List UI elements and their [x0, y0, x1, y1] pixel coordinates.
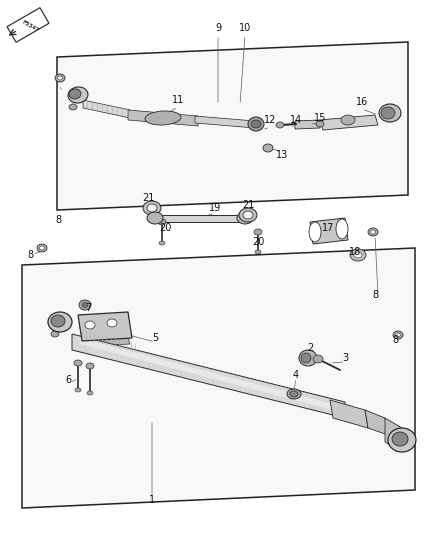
Polygon shape: [155, 215, 245, 222]
Ellipse shape: [243, 211, 253, 219]
Text: 4: 4: [293, 370, 299, 380]
Text: 21: 21: [142, 193, 154, 203]
Ellipse shape: [251, 120, 261, 128]
Ellipse shape: [143, 201, 161, 215]
Polygon shape: [7, 7, 49, 42]
Ellipse shape: [396, 333, 400, 337]
Ellipse shape: [350, 249, 366, 261]
Ellipse shape: [255, 250, 261, 254]
Ellipse shape: [287, 389, 301, 399]
Ellipse shape: [107, 319, 117, 327]
Text: 21: 21: [242, 200, 254, 210]
Ellipse shape: [147, 204, 157, 212]
Text: 2: 2: [307, 343, 313, 353]
Polygon shape: [78, 312, 132, 341]
Text: 15: 15: [314, 113, 326, 123]
Text: 19: 19: [209, 203, 221, 213]
Polygon shape: [195, 116, 255, 128]
Text: 1: 1: [149, 495, 155, 505]
Text: 20: 20: [159, 223, 171, 233]
Text: 3: 3: [342, 353, 348, 363]
Ellipse shape: [87, 391, 93, 395]
Polygon shape: [330, 400, 368, 428]
Text: 7: 7: [85, 303, 91, 313]
Ellipse shape: [309, 222, 321, 242]
Text: 14: 14: [290, 115, 302, 125]
Ellipse shape: [368, 228, 378, 236]
Text: 13: 13: [276, 150, 288, 160]
Ellipse shape: [51, 331, 59, 337]
Text: 9: 9: [215, 23, 221, 33]
Ellipse shape: [239, 208, 257, 222]
Ellipse shape: [254, 229, 262, 235]
Polygon shape: [128, 110, 198, 126]
Ellipse shape: [313, 355, 323, 363]
Text: 5: 5: [152, 333, 158, 343]
Text: 6: 6: [65, 375, 71, 385]
Text: 11: 11: [172, 95, 184, 105]
Polygon shape: [320, 115, 378, 130]
Text: 20: 20: [252, 237, 264, 247]
Ellipse shape: [57, 76, 63, 80]
Polygon shape: [78, 338, 130, 347]
Polygon shape: [295, 120, 320, 129]
Ellipse shape: [86, 363, 94, 369]
Polygon shape: [57, 42, 408, 210]
Ellipse shape: [393, 331, 403, 339]
Polygon shape: [385, 418, 402, 452]
Ellipse shape: [354, 252, 362, 258]
Ellipse shape: [145, 111, 181, 125]
Polygon shape: [22, 248, 415, 508]
Text: 8: 8: [392, 335, 398, 345]
Ellipse shape: [159, 241, 165, 245]
Ellipse shape: [336, 219, 348, 239]
Ellipse shape: [392, 432, 408, 446]
Ellipse shape: [341, 115, 355, 125]
Ellipse shape: [39, 246, 45, 250]
Text: 18: 18: [349, 247, 361, 257]
Ellipse shape: [74, 360, 82, 366]
Polygon shape: [83, 100, 130, 118]
Ellipse shape: [237, 212, 253, 224]
Ellipse shape: [79, 300, 91, 310]
Text: F5347: F5347: [21, 19, 39, 33]
Ellipse shape: [147, 212, 163, 224]
Text: 16: 16: [356, 97, 368, 107]
Ellipse shape: [388, 428, 416, 452]
Text: 8: 8: [55, 215, 61, 225]
Text: 8: 8: [27, 250, 33, 260]
Ellipse shape: [301, 353, 311, 363]
Ellipse shape: [299, 350, 317, 366]
Ellipse shape: [381, 107, 395, 119]
Text: 8: 8: [372, 290, 378, 300]
Text: 10: 10: [239, 23, 251, 33]
Ellipse shape: [68, 87, 88, 103]
Ellipse shape: [158, 219, 166, 225]
Ellipse shape: [69, 104, 77, 110]
Ellipse shape: [248, 117, 264, 131]
Polygon shape: [80, 338, 340, 412]
Ellipse shape: [55, 74, 65, 82]
Text: 17: 17: [322, 223, 334, 233]
Ellipse shape: [263, 144, 273, 152]
Ellipse shape: [37, 244, 47, 252]
Ellipse shape: [290, 391, 298, 397]
Ellipse shape: [48, 312, 72, 332]
Ellipse shape: [379, 104, 401, 122]
Ellipse shape: [51, 315, 65, 327]
Ellipse shape: [85, 321, 95, 329]
Polygon shape: [310, 218, 348, 244]
Ellipse shape: [69, 89, 81, 99]
Ellipse shape: [371, 230, 375, 234]
Text: 12: 12: [264, 115, 276, 125]
Ellipse shape: [276, 122, 284, 128]
Ellipse shape: [316, 121, 324, 127]
Polygon shape: [365, 410, 388, 435]
Ellipse shape: [82, 303, 88, 308]
Polygon shape: [72, 334, 345, 418]
Ellipse shape: [75, 388, 81, 392]
